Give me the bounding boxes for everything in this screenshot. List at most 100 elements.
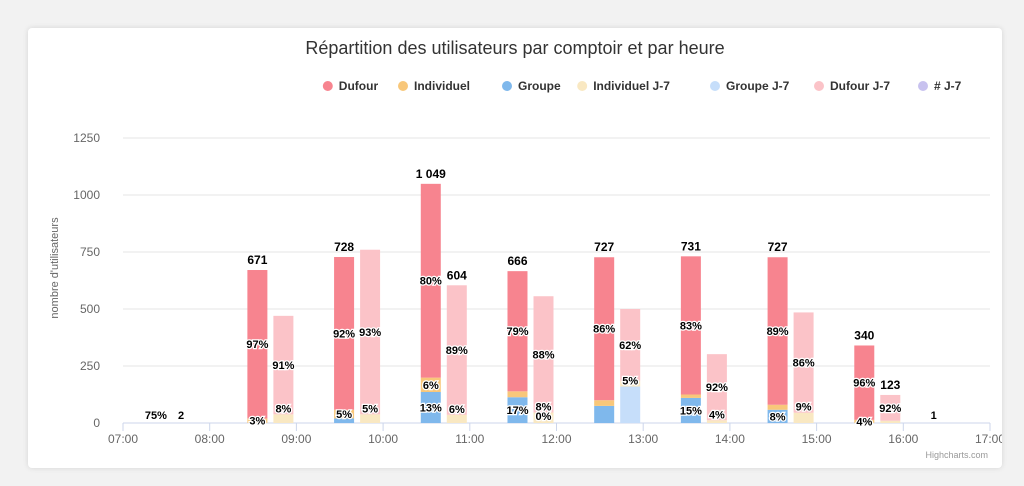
legend-marker <box>814 81 824 91</box>
bar-current-7-dufour[interactable] <box>767 257 788 405</box>
stack-total-label: 666 <box>507 254 527 268</box>
bar-current-2-dufour[interactable] <box>334 257 355 410</box>
percent-label: 8% <box>275 403 291 415</box>
stack-total-label: 604 <box>447 268 467 282</box>
bar-current-1-dufour[interactable] <box>247 270 268 419</box>
bar-previous-5-groupe-j-7[interactable] <box>620 386 641 423</box>
y-tick-label: 0 <box>93 416 100 430</box>
x-tick-label: 16:00 <box>888 432 918 446</box>
percent-label: 91% <box>272 360 294 372</box>
data-labels: 75% 2 671 3% 97% 8% 91% 728 5% 92% 5% 93% 1 049 13% 6%… <box>144 167 938 430</box>
bar-previous-5-dufour-j-7[interactable] <box>620 309 641 381</box>
x-tick-label: 17:00 <box>975 432 1002 446</box>
legend-item-2[interactable]: Groupe <box>502 79 561 93</box>
legend-marker <box>502 81 512 91</box>
bar-current-8-individuel[interactable] <box>854 419 875 423</box>
bar-previous-1-individuel-j-7[interactable] <box>273 414 294 423</box>
x-tick-label: 07:00 <box>108 432 138 446</box>
bar-previous-6-individuel-j-7[interactable] <box>706 420 727 423</box>
bar-previous-3-dufour-j-7[interactable] <box>446 285 467 415</box>
bar-current-5-individuel[interactable] <box>594 400 615 406</box>
percent-label: 80% <box>420 276 442 288</box>
bar-previous-4-individuel-j-7[interactable] <box>533 412 554 423</box>
percent-label: 4% <box>709 409 725 421</box>
legend-item-4[interactable]: Groupe J-7 <box>710 79 790 93</box>
legend-marker <box>322 81 333 91</box>
bar-current-7-groupe[interactable] <box>767 409 788 423</box>
percent-label: 89% <box>446 345 468 357</box>
chart-title: Répartition des utilisateurs par comptoi… <box>305 38 724 58</box>
bar-current-1-individuel[interactable] <box>247 418 268 423</box>
legend-label: Groupe J-7 <box>726 79 790 93</box>
y-tick-label: 1000 <box>73 188 100 202</box>
x-tick-label: 14:00 <box>715 432 745 446</box>
bar-current-2-individuel[interactable] <box>334 409 355 419</box>
bar-current-5-groupe[interactable] <box>594 405 615 423</box>
bar-previous-2-individuel-j-7[interactable] <box>360 414 381 423</box>
percent-label: 93% <box>359 327 381 339</box>
bar-current-4-groupe[interactable] <box>507 397 528 423</box>
bar-previous-3-individuel-j-7[interactable] <box>446 414 467 423</box>
bar-previous-6-dufour-j-7[interactable] <box>706 354 727 421</box>
bar-current-4-individuel[interactable] <box>507 391 528 398</box>
bar-current-3-groupe[interactable] <box>420 391 441 423</box>
stack-total-label: 340 <box>854 328 874 342</box>
percent-label: 8% <box>770 411 786 423</box>
bar-previous-7-dufour-j-7[interactable] <box>793 312 814 413</box>
bar-current-3-individuel[interactable] <box>420 377 441 392</box>
percent-label: 86% <box>793 358 815 370</box>
legend-label: # J-7 <box>934 79 962 93</box>
stack-total-label: 727 <box>768 240 788 254</box>
percent-label: 13% <box>420 402 442 414</box>
bar-current-7-individuel[interactable] <box>767 404 788 410</box>
percent-label: 92% <box>333 328 355 340</box>
legend-label: Dufour J-7 <box>830 79 890 93</box>
bar-previous-8-individuel-j-7[interactable] <box>880 420 901 423</box>
data-label: 1 <box>931 410 937 422</box>
percent-label: 86% <box>593 324 615 336</box>
bar-previous-5-individuel-j-7[interactable] <box>620 380 641 387</box>
percent-label: 17% <box>506 405 528 417</box>
bar-current-4-dufour[interactable] <box>507 271 528 392</box>
percent-label: 4% <box>856 416 872 428</box>
stacked-bar-chart: Répartition des utilisateurs par comptoi… <box>49 38 1002 460</box>
legend-marker <box>577 81 588 91</box>
bar-current-6-individuel[interactable] <box>680 394 701 398</box>
bar-current-8-dufour[interactable] <box>854 345 875 420</box>
legend-item-1[interactable]: Individuel <box>398 79 470 93</box>
bar-current-5-dufour[interactable] <box>594 257 615 401</box>
percent-label: 92% <box>879 403 901 415</box>
legend-label: Individuel J-7 <box>593 79 670 93</box>
legend-item-5[interactable]: Dufour J-7 <box>814 79 890 93</box>
legend-item-0[interactable]: Dufour <box>322 79 379 93</box>
stack-total-label: 727 <box>594 240 614 254</box>
percent-label: 62% <box>619 340 641 352</box>
legend: Dufour Individuel Groupe Individuel J-7 Grou… <box>322 79 962 93</box>
bar-previous-4-dufour-j-7[interactable] <box>533 296 554 413</box>
percent-label: 89% <box>767 326 789 338</box>
stack-total-label: 123 <box>880 378 900 392</box>
bar-current-3-dufour[interactable] <box>420 183 441 378</box>
legend-item-6[interactable]: # J-7 <box>918 79 962 93</box>
percent-label: 96% <box>853 378 875 390</box>
bar-current-6-groupe[interactable] <box>680 397 701 423</box>
data-label: 2 <box>178 410 184 422</box>
bars <box>247 183 901 423</box>
bar-previous-8-dufour-j-7[interactable] <box>880 394 901 421</box>
legend-item-3[interactable]: Individuel J-7 <box>577 79 670 93</box>
bar-current-6-dufour[interactable] <box>680 256 701 395</box>
legend-marker <box>710 81 720 91</box>
credits-link[interactable]: Highcharts.com <box>925 450 988 460</box>
x-tick-label: 15:00 <box>802 432 832 446</box>
x-tick-label: 08:00 <box>195 432 225 446</box>
bar-current-2-groupe[interactable] <box>334 418 355 423</box>
bar-previous-7-individuel-j-7[interactable] <box>793 412 814 423</box>
x-tick-label: 13:00 <box>628 432 658 446</box>
chart-card: Répartition des utilisateurs par comptoi… <box>28 28 1002 468</box>
percent-label: 6% <box>449 404 465 416</box>
data-label: 75% <box>145 410 167 422</box>
bar-previous-1-dufour-j-7[interactable] <box>273 315 294 415</box>
bar-previous-2-dufour-j-7[interactable] <box>360 249 381 415</box>
percent-label: 97% <box>246 339 268 351</box>
